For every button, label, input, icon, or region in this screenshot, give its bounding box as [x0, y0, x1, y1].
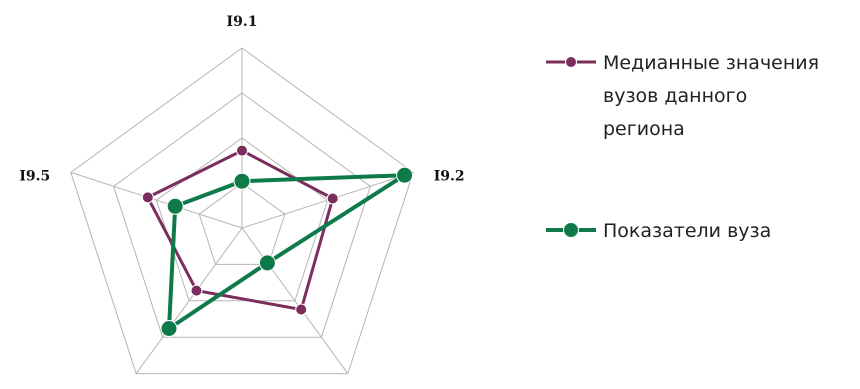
legend-label-1-line-1: Медианные значения [603, 52, 819, 74]
grid-ring-3 [113, 92, 371, 338]
series-2-point-I9.4 [160, 320, 178, 337]
axis-spoke-I9.5 [70, 171, 243, 229]
series-2-line [167, 173, 407, 331]
axis-spoke-I9.3 [241, 227, 349, 374]
series-2-point-I9.2 [396, 166, 414, 184]
axis-label-2: I9.2 [434, 168, 465, 184]
radar-axes [70, 48, 414, 374]
legend-label-1-line-3: региона [603, 118, 685, 140]
legend: Медианные значения вузов данного региона По… [546, 52, 819, 242]
series-1-point-I9.4 [190, 284, 203, 297]
series-1-line [146, 149, 335, 311]
series-2-point-I9.1 [233, 172, 251, 190]
radar-series [141, 144, 414, 337]
series-1-point-I9.2 [326, 192, 339, 205]
grid-ring-1 [198, 182, 286, 265]
series-1-point-I9.5 [141, 191, 154, 204]
legend-label-2-line-1: Показатели вуза [603, 220, 771, 242]
series-1-point-I9.1 [236, 144, 248, 157]
grid-ring-4 [70, 47, 414, 375]
axis-spoke-I9.4 [135, 227, 243, 374]
series-2-point-I9.3 [258, 254, 276, 272]
axis-label-1: I9.1 [227, 14, 258, 30]
legend-swatch-marker-1 [565, 56, 577, 68]
series-2-point-I9.5 [166, 197, 184, 215]
legend-label-1-line-2: вузов данного [603, 85, 747, 107]
axis-labels: I9.1I9.2I9.3I9.4I9.5 [19, 14, 465, 184]
series-1-point-I9.3 [295, 303, 308, 316]
axis-label-5: I9.5 [19, 168, 50, 184]
legend-swatch-marker-2 [563, 222, 579, 238]
